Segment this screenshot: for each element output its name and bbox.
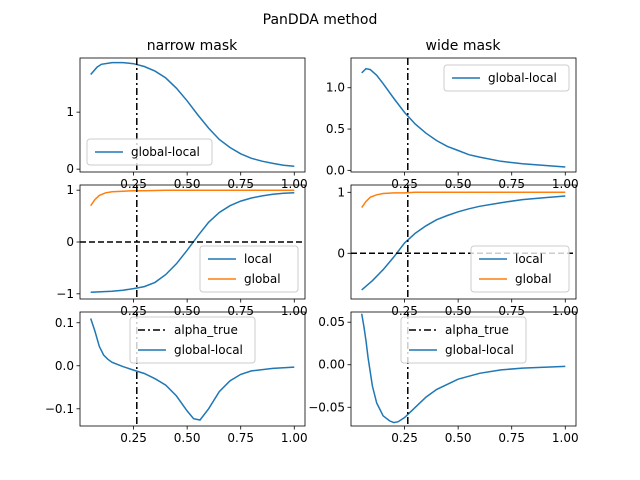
x-tick-label: 1.00 (281, 304, 308, 318)
panel-3: 0.25 0.50 0.75 1.00 −1 0 1 local global (56, 183, 307, 318)
panel-2: 0.25 0.50 0.75 1.00 0.0 0.5 1.0 global-local (326, 57, 579, 191)
axes-frame (350, 184, 577, 300)
legend-label: alpha_true (174, 323, 238, 337)
y-tick-label: 0 (66, 162, 74, 176)
x-tick-label: 1.00 (552, 304, 579, 318)
plot-area (80, 185, 305, 299)
legend-label: local (244, 252, 272, 266)
x-tick-label: 0.75 (498, 177, 525, 191)
axes-frame (79, 311, 306, 427)
x-tick-label: 0.25 (120, 304, 147, 318)
legend: alpha_true global-local (400, 316, 527, 364)
y-tick-label: −1 (56, 287, 74, 301)
x-tick-label: 0.25 (391, 431, 418, 445)
x-tick-label: 0.75 (227, 304, 254, 318)
y-tick-label: 0 (337, 246, 345, 260)
legend: global-local (86, 138, 213, 166)
y-tick-label: 0.00 (318, 358, 345, 372)
legend-box (443, 64, 570, 92)
series-line-local (361, 195, 566, 291)
x-tick-label: 0.50 (174, 431, 201, 445)
x-tick-label: 0.25 (391, 304, 418, 318)
legend-box (129, 316, 256, 364)
y-tick-label: 0.0 (326, 163, 345, 177)
x-tick-label: 0.25 (120, 177, 147, 191)
y-tick-label: 0.5 (326, 122, 345, 136)
axes-frame (350, 311, 577, 427)
x-tick-label: 1.00 (552, 177, 579, 191)
legend: local global (199, 245, 299, 293)
series-line-local (90, 192, 295, 294)
legend-label: global-local (445, 343, 514, 357)
series-line-global-local (360, 313, 566, 424)
series-line-global-local (361, 67, 566, 168)
x-tick-label: 1.00 (552, 431, 579, 445)
legend-label: alpha_true (445, 323, 509, 337)
panel-6: 0.25 0.50 0.75 1.00 −0.05 0.00 0.05 alpha_trueg… (308, 311, 579, 445)
x-tick-label: 0.75 (498, 431, 525, 445)
x-tick-label: 0.75 (227, 177, 254, 191)
legend-box (86, 138, 213, 166)
legend: alpha_true global-local (129, 316, 256, 364)
y-tick-label: 1 (337, 185, 345, 199)
legend: local global (470, 245, 570, 293)
y-tick-label: 1.0 (326, 81, 345, 95)
x-tick-label: 0.75 (498, 304, 525, 318)
panel-1: 0.25 0.50 0.75 1.00 0 1 global-local (66, 57, 308, 191)
x-tick-label: 0.50 (445, 304, 472, 318)
legend-box (400, 316, 527, 364)
legend-label: global (244, 272, 281, 286)
x-tick-label: 1.00 (281, 431, 308, 445)
legend-label: local (515, 252, 543, 266)
legend-box (199, 245, 299, 293)
x-tick-label: 1.00 (281, 177, 308, 191)
plot-area (361, 58, 566, 172)
series-line-global-local (89, 318, 295, 421)
y-tick-label: 0.1 (55, 316, 74, 330)
x-tick-label: 0.25 (391, 177, 418, 191)
series-line-global (361, 191, 566, 209)
legend-label: global (515, 272, 552, 286)
legend-box (470, 245, 570, 293)
legend-label: global-local (131, 145, 200, 159)
y-tick-label: 1 (66, 183, 74, 197)
axes-frame (350, 57, 577, 173)
figure-suptitle: PanDDA method (263, 12, 378, 28)
x-tick-label: 0.25 (120, 431, 147, 445)
x-tick-label: 0.50 (174, 177, 201, 191)
panel-5: 0.25 0.50 0.75 1.00 −0.1 0.0 0.1 alpha_trueglob… (45, 311, 308, 445)
x-tick-label: 0.50 (174, 304, 201, 318)
legend: global-local (443, 64, 570, 92)
axes-title-narrow-mask: narrow mask (147, 38, 238, 54)
y-tick-label: 1 (66, 105, 74, 119)
legend-label: global-local (488, 71, 557, 85)
legend-label: global-local (174, 343, 243, 357)
panel-4: 0.25 0.50 0.75 1.00 0 1 local global (337, 184, 579, 318)
x-tick-label: 0.50 (445, 431, 472, 445)
series-line-global (90, 189, 295, 207)
series-line-global-local (90, 61, 295, 168)
y-tick-label: −0.1 (45, 402, 74, 416)
axes-title-wide-mask: wide mask (426, 38, 502, 54)
y-tick-label: 0 (66, 235, 74, 249)
plot-area (351, 185, 576, 299)
x-tick-label: 0.75 (227, 431, 254, 445)
y-tick-label: −0.05 (308, 400, 345, 414)
x-tick-label: 0.50 (445, 177, 472, 191)
y-tick-label: 0.05 (318, 315, 345, 329)
y-tick-label: 0.0 (55, 359, 74, 373)
axes-frame (79, 57, 306, 173)
